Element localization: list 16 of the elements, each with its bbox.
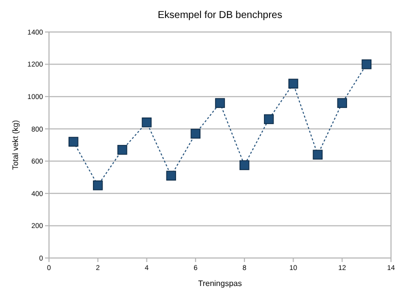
point — [68, 136, 78, 147]
chart-title: Eksempel for DB benchpres — [158, 10, 282, 21]
point — [337, 98, 348, 108]
point — [92, 180, 103, 190]
point — [240, 160, 250, 170]
point — [288, 78, 298, 89]
point — [264, 114, 274, 124]
point — [117, 144, 128, 155]
point — [312, 150, 323, 160]
point — [215, 98, 225, 108]
point — [166, 170, 176, 181]
point — [190, 128, 200, 139]
x-axis-title: Treningspas — [198, 279, 242, 288]
point — [142, 118, 152, 128]
y-axis-title: Total vekt (kg) — [11, 120, 20, 170]
point — [362, 59, 372, 70]
